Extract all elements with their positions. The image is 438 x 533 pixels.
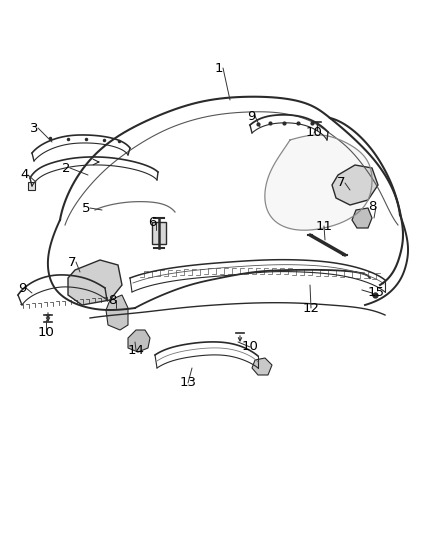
Text: 8: 8: [108, 294, 117, 306]
Text: 1: 1: [215, 61, 223, 75]
Polygon shape: [352, 208, 372, 228]
Text: 6: 6: [148, 215, 156, 229]
Polygon shape: [265, 135, 372, 230]
Polygon shape: [28, 182, 35, 190]
Text: 10: 10: [38, 327, 55, 340]
Text: 4: 4: [20, 168, 28, 182]
Text: 7: 7: [68, 255, 77, 269]
Text: 10: 10: [306, 126, 323, 140]
Text: 11: 11: [316, 220, 333, 232]
Text: 3: 3: [30, 122, 39, 134]
Text: 14: 14: [128, 343, 145, 357]
Polygon shape: [332, 165, 378, 205]
Polygon shape: [106, 295, 128, 330]
Text: 7: 7: [337, 176, 346, 190]
Polygon shape: [68, 260, 122, 305]
Text: 8: 8: [368, 200, 376, 214]
Text: 12: 12: [303, 302, 320, 314]
Polygon shape: [128, 330, 150, 352]
Polygon shape: [252, 358, 272, 375]
Text: 15: 15: [368, 287, 385, 300]
Text: 10: 10: [242, 341, 259, 353]
Bar: [152, 222, 166, 244]
Text: 13: 13: [180, 376, 197, 390]
Text: 9: 9: [18, 281, 26, 295]
Text: 9: 9: [247, 109, 255, 123]
Text: 5: 5: [82, 201, 91, 214]
Text: 2: 2: [62, 161, 71, 174]
